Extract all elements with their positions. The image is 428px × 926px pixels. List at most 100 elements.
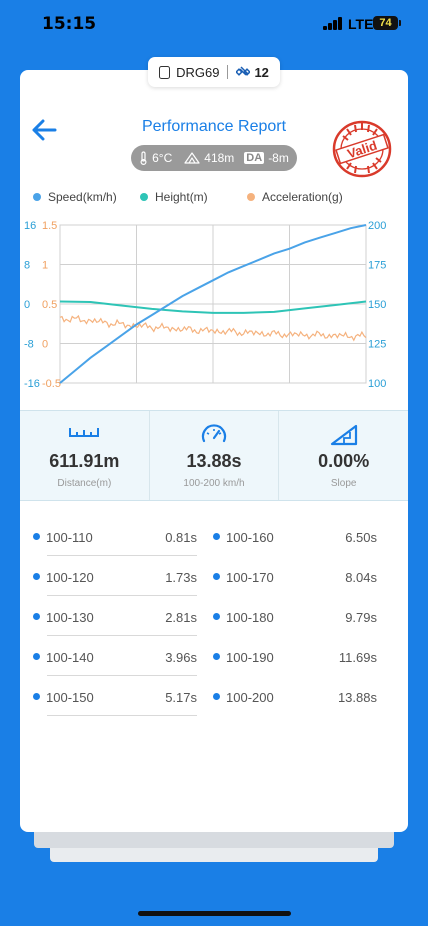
- legend-acceleration-label: Acceleration(g): [262, 190, 343, 204]
- bullet: [213, 533, 220, 540]
- temperature: 6°C: [152, 151, 173, 165]
- status-bar: 15:15 LTE 74: [0, 0, 428, 50]
- split-range: 100-170: [226, 570, 274, 585]
- density-altitude: -8m: [268, 151, 289, 165]
- list-item: 100-120 1.73s: [33, 560, 197, 600]
- y-tick-label-height: 16: [24, 220, 36, 232]
- valid-stamp-icon: Valid: [332, 120, 392, 178]
- conditions-pill: 6°C 418m DA -8m: [131, 145, 297, 171]
- page-title: Performance Report: [141, 118, 287, 135]
- y-tick-label-speed: 150: [368, 299, 386, 311]
- home-indicator[interactable]: [138, 911, 291, 916]
- y-tick-label-acceleration: 1: [42, 260, 48, 272]
- legend-acceleration: Acceleration(g): [247, 190, 343, 204]
- list-item: 100-110 0.81s: [33, 520, 197, 560]
- slope-icon: [330, 424, 357, 446]
- back-arrow-icon[interactable]: [29, 116, 57, 144]
- da-label: DA: [244, 152, 265, 164]
- bullet: [33, 653, 40, 660]
- bullet: [33, 533, 40, 540]
- stat-value: 0.00%: [318, 451, 370, 471]
- list-item: 100-140 3.96s: [33, 640, 197, 680]
- bullet: [33, 573, 40, 580]
- satellite-icon: [236, 66, 251, 76]
- y-tick-label-height: -8: [24, 339, 34, 351]
- stat-label: Slope: [330, 478, 357, 489]
- y-tick-label-acceleration: 0.5: [42, 299, 57, 311]
- altitude: 418m: [204, 151, 235, 165]
- split-time: 13.88s: [337, 690, 377, 705]
- split-time: 3.96s: [165, 650, 197, 665]
- split-range: 100-140: [46, 650, 94, 665]
- legend-height: Height(m): [140, 190, 208, 204]
- satellite-count: 12: [254, 64, 269, 80]
- series-line-height: [59, 300, 367, 314]
- divider: [47, 675, 197, 676]
- list-item: 100-170 8.04s: [213, 560, 377, 600]
- y-tick-label-speed: 100: [368, 378, 386, 390]
- y-tick-label-height: -16: [24, 378, 40, 390]
- divider: [227, 65, 229, 79]
- split-time: 2.81s: [165, 610, 197, 625]
- stat-slope: 0.00% Slope: [278, 411, 408, 500]
- device-pill[interactable]: DRG69 12: [148, 57, 280, 87]
- bullet: [33, 693, 40, 700]
- series-line-acceleration: [59, 314, 367, 342]
- signal-icon: [323, 17, 343, 30]
- ruler-icon: [69, 428, 100, 437]
- split-range: 100-110: [46, 530, 93, 545]
- network-type: LTE: [348, 16, 374, 32]
- legend-height-label: Height(m): [155, 190, 208, 204]
- divider: [47, 555, 197, 556]
- split-time: 6.50s: [345, 530, 377, 545]
- y-tick-label-height: 0: [24, 299, 30, 311]
- bullet: [213, 573, 220, 580]
- split-time: 5.17s: [165, 690, 197, 705]
- legend-speed-label: Speed(km/h): [48, 190, 117, 204]
- list-item: 100-150 5.17s: [33, 680, 197, 720]
- performance-chart: 16 8 0 -8 -16 1.5 1 0.5 0 -0.5 200 175 150 125 100: [24, 220, 386, 390]
- split-time: 8.04s: [345, 570, 377, 585]
- split-range: 100-180: [226, 610, 274, 625]
- chart-legend: Speed(km/h) Height(m) Acceleration(g): [0, 190, 428, 206]
- y-tick-label-acceleration: -0.5: [42, 378, 61, 390]
- divider: [47, 635, 197, 636]
- y-tick-label-height: 8: [24, 260, 30, 272]
- list-item: 100-180 9.79s: [213, 600, 377, 640]
- status-time: 15:15: [42, 14, 97, 34]
- y-tick-label-speed: 125: [368, 339, 386, 351]
- legend-dot: [33, 193, 41, 201]
- split-range: 100-150: [46, 690, 94, 705]
- y-tick-label-acceleration: 0: [42, 339, 48, 351]
- stat-value: 611.91m: [49, 451, 120, 471]
- stat-label: 100-200 km/h: [183, 478, 245, 489]
- device-icon: [159, 65, 171, 79]
- split-range: 100-130: [46, 610, 94, 625]
- legend-speed: Speed(km/h): [33, 190, 117, 204]
- device-name: DRG69: [176, 64, 220, 80]
- speedometer-icon: [201, 424, 227, 443]
- split-range: 100-190: [226, 650, 274, 665]
- bullet: [213, 653, 220, 660]
- divider: [47, 715, 197, 716]
- mountain-icon: [184, 152, 200, 164]
- thermometer-icon: [140, 151, 147, 165]
- split-time: 1.73s: [165, 570, 197, 585]
- legend-dot: [247, 193, 255, 201]
- stat-time: 13.88s 100-200 km/h: [148, 411, 279, 500]
- stat-label: Distance(m): [57, 478, 112, 489]
- split-time: 0.81s: [165, 530, 197, 545]
- bullet: [213, 613, 220, 620]
- list-item: 100-160 6.50s: [213, 520, 377, 560]
- y-tick-label-speed: 200: [368, 220, 386, 232]
- split-time: 9.79s: [345, 610, 377, 625]
- y-tick-label-speed: 175: [368, 260, 386, 272]
- bullet: [33, 613, 40, 620]
- battery-icon: 74: [373, 16, 401, 30]
- split-range: 100-120: [46, 570, 94, 585]
- list-item: 100-200 13.88s: [213, 680, 377, 720]
- stats-row: 611.91m Distance(m) 13.88s 100-200 km/h …: [20, 410, 408, 501]
- split-range: 100-200: [226, 690, 274, 705]
- list-item: 100-190 11.69s: [213, 640, 377, 680]
- stamp-text: Valid: [345, 138, 379, 162]
